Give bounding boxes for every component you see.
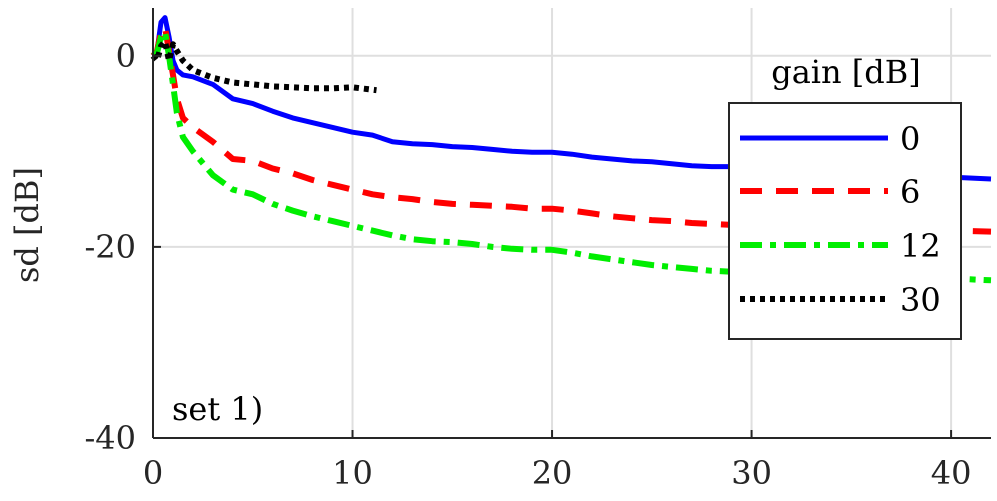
x-tick-label: 20 bbox=[532, 454, 573, 492]
tick-labels: 0 10 20 30 40 0 -20 -40 bbox=[84, 37, 971, 492]
legend-label-30: 30 bbox=[900, 281, 941, 319]
x-tick-label: 40 bbox=[931, 454, 972, 492]
series-line-30 bbox=[150, 38, 377, 94]
y-tick-label: 0 bbox=[116, 37, 136, 75]
legend-label-12: 12 bbox=[900, 227, 941, 265]
legend: 0 6 12 30 bbox=[728, 102, 962, 340]
legend-label-6: 6 bbox=[900, 173, 920, 211]
y-tick-label: -20 bbox=[84, 228, 136, 266]
y-axis-label: sd [dB] bbox=[8, 167, 46, 283]
legend-title: gain [dB] bbox=[771, 53, 921, 91]
ticks bbox=[152, 54, 953, 439]
x-tick-label: 0 bbox=[143, 454, 163, 492]
legend-label-0: 0 bbox=[900, 120, 920, 158]
x-tick-label: 10 bbox=[332, 454, 373, 492]
y-tick-label: -40 bbox=[84, 419, 136, 457]
set-annotation: set 1) bbox=[172, 390, 263, 428]
x-tick-label: 30 bbox=[731, 454, 772, 492]
